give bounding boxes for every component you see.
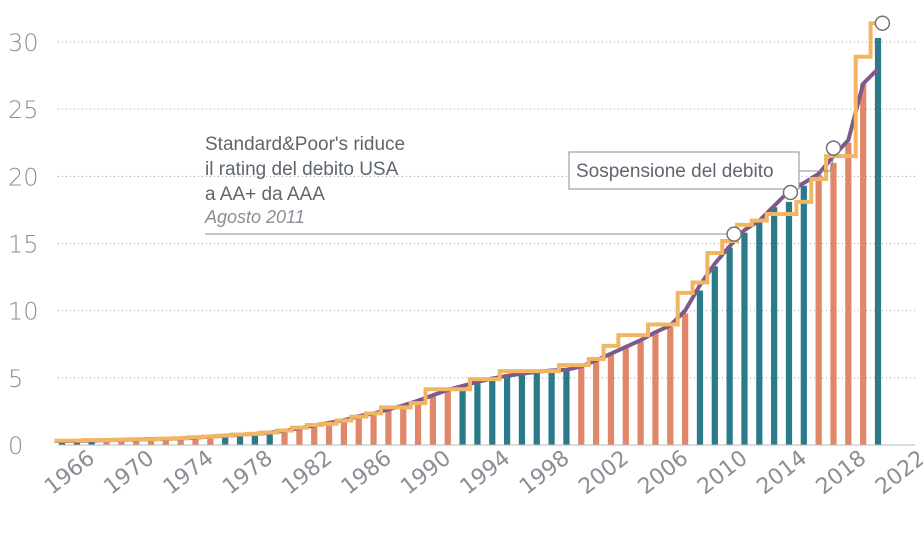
bar-2011 [726,247,733,445]
bar-1994 [474,383,481,445]
event-marker [726,226,742,242]
bar-1997 [518,373,526,445]
bar-2019 [845,142,852,445]
annotation-suspension-label: Sospensione del debito [576,161,774,182]
bar-2002 [592,361,600,445]
bar-1972 [147,439,155,445]
y-tick-label: 20 [8,163,39,191]
annotation-sp-line2: il rating del debito USA [205,159,399,180]
bar-1977 [222,435,229,445]
y-tick-label: 10 [8,298,39,326]
annotation-sp-downgrade: Standard&Poor's riduce il rating del deb… [204,134,728,235]
bar-1969 [103,440,110,445]
bar-1987 [370,414,377,445]
y-tick-label: 5 [8,365,23,393]
bar-1978 [236,434,244,445]
bar-2003 [607,354,615,445]
x-tick-label: 1986 [337,446,397,500]
bar-1989 [400,406,407,445]
x-tick-label: 1966 [40,446,100,500]
bar-2015 [785,201,793,445]
bar-1991 [429,396,437,445]
bar-2001 [578,367,585,445]
bar-1981 [281,431,288,445]
bar-2014 [771,207,778,445]
bar-1988 [385,410,392,445]
bar-2013 [756,222,763,445]
bar-2004 [622,348,629,445]
bar-1986 [355,416,362,445]
bar-2005 [637,341,644,445]
annotation-sp-date: Agosto 2011 [204,207,305,227]
bar-1968 [88,440,95,445]
event-marker [782,184,799,201]
x-axis-ticks: 1966 1970 1974 1978 1982 1986 1990 1994 1998 2002… [40,446,923,500]
y-tick-label: 25 [8,96,39,124]
bar-1993 [459,387,466,445]
debt-line [54,67,880,443]
debt-limit-line [54,21,886,443]
x-tick-label: 2014 [752,446,812,500]
bar-1974 [177,438,184,445]
annotation-sp-line1: Standard&Poor's riduce [205,134,405,155]
event-marker [825,140,842,156]
bar-1980 [266,432,273,445]
bar-1979 [251,434,258,445]
bar-1990 [414,402,422,445]
bar-1985 [340,420,348,445]
event-marker [874,15,891,31]
bar-1976 [207,436,214,445]
bars [58,37,882,446]
bar-2006 [652,333,659,445]
bar-1992 [444,391,451,445]
bar-2010 [711,266,718,445]
y-tick-label: 15 [8,231,39,259]
bar-1971 [133,439,140,445]
x-tick-label: 2018 [812,446,872,500]
annotation-sp-line3: a AA+ da AAA [205,184,325,205]
x-tick-label: 1990 [396,446,456,500]
x-tick-label: 2022 [871,446,923,500]
bar-1983 [311,426,318,445]
bar-2016 [800,185,807,445]
bar-1999 [548,371,555,445]
y-axis-ticks: 0 5 10 15 20 25 30 [8,29,39,460]
bar-2008 [682,313,689,445]
bar-2009 [696,290,704,445]
x-tick-label: 1970 [100,446,160,500]
bar-1996 [503,376,511,445]
annotation-suspension: Sospensione del debito [568,147,837,190]
x-tick-label: 1974 [159,446,219,500]
bar-2017 [815,174,822,446]
bar-2012 [741,232,748,445]
bar-1975 [192,438,199,445]
x-tick-label: 2006 [634,446,694,500]
x-tick-label: 1978 [218,446,278,500]
x-tick-label: 2002 [574,446,634,500]
y-tick-label: 30 [8,29,39,57]
bar-1967 [73,440,80,445]
bar-1998 [533,372,540,445]
bar-2018 [830,162,837,445]
event-markers [726,15,891,242]
bar-1982 [296,428,303,445]
bar-2021 [874,37,882,445]
bar-1966 [58,440,66,445]
bar-1973 [162,438,169,445]
bar-2007 [667,326,674,445]
x-tick-label: 1994 [456,446,516,500]
bar-2020 [860,83,867,445]
bar-2000 [563,369,570,445]
bar-1984 [325,423,333,445]
bar-1970 [118,440,125,445]
bar-1995 [489,379,496,445]
y-tick-label: 0 [8,432,23,460]
x-tick-label: 2010 [693,446,753,500]
x-tick-label: 1982 [278,446,338,500]
x-tick-label: 1998 [515,446,575,500]
